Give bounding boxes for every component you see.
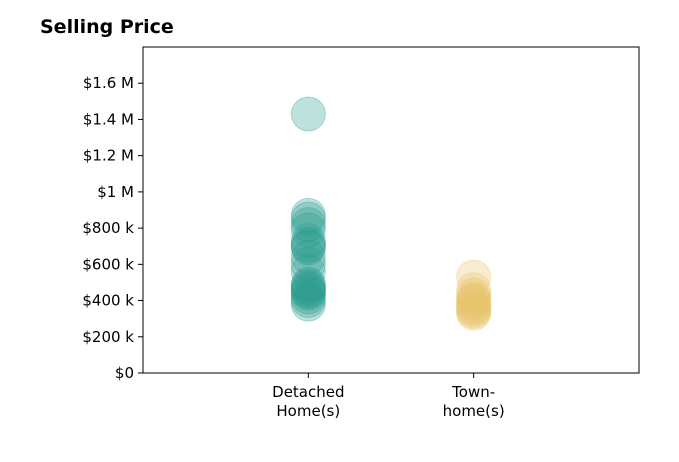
data-point <box>290 286 326 322</box>
y-tick-label: $600 k <box>82 255 134 273</box>
data-point <box>290 275 326 311</box>
data-point <box>290 268 326 304</box>
data-point <box>456 277 492 313</box>
x-axis: Detached Home(s) Town-home(s) <box>272 373 505 420</box>
data-point <box>290 206 326 242</box>
x-tick-label: Town-home(s) <box>443 383 505 420</box>
data-point <box>290 279 326 315</box>
data-point <box>290 246 326 282</box>
y-tick-label: $1.6 M <box>83 74 134 92</box>
data-point <box>290 272 326 308</box>
x-tick-label: Detached Home(s) <box>272 383 344 420</box>
data-point <box>290 239 326 275</box>
data-point <box>290 283 326 319</box>
data-point <box>456 293 492 329</box>
y-tick-label: $0 <box>115 364 134 382</box>
data-point <box>456 281 492 317</box>
data-point <box>456 272 492 308</box>
data-point <box>290 230 326 266</box>
y-tick-label: $800 k <box>82 219 134 237</box>
data-points <box>290 96 492 331</box>
data-point <box>290 274 326 309</box>
data-point <box>290 266 326 302</box>
data-point <box>456 259 492 295</box>
plot-area-frame <box>142 46 640 374</box>
data-point <box>456 295 492 331</box>
data-point <box>290 96 326 132</box>
chart-title: Selling Price <box>40 16 174 38</box>
data-point <box>290 223 326 259</box>
data-point <box>290 201 326 237</box>
data-point <box>456 284 492 320</box>
data-point <box>456 292 492 328</box>
y-tick-label: $1 M <box>97 183 134 201</box>
y-tick-label: $200 k <box>82 328 134 346</box>
y-axis: $0 $200 k $400 k $600 k $800 k $1 M $1.2 M $1.4… <box>82 74 143 382</box>
data-point <box>290 226 326 262</box>
y-tick-label: $1.2 M <box>83 147 134 165</box>
data-point <box>456 290 492 326</box>
data-point <box>290 228 326 264</box>
data-point <box>290 197 326 233</box>
data-point <box>456 283 492 319</box>
data-point <box>290 270 326 306</box>
y-tick-label: $1.4 M <box>83 110 134 128</box>
data-point <box>290 254 326 290</box>
data-point <box>456 288 492 324</box>
y-tick-label: $400 k <box>82 292 134 310</box>
data-point <box>290 212 326 248</box>
